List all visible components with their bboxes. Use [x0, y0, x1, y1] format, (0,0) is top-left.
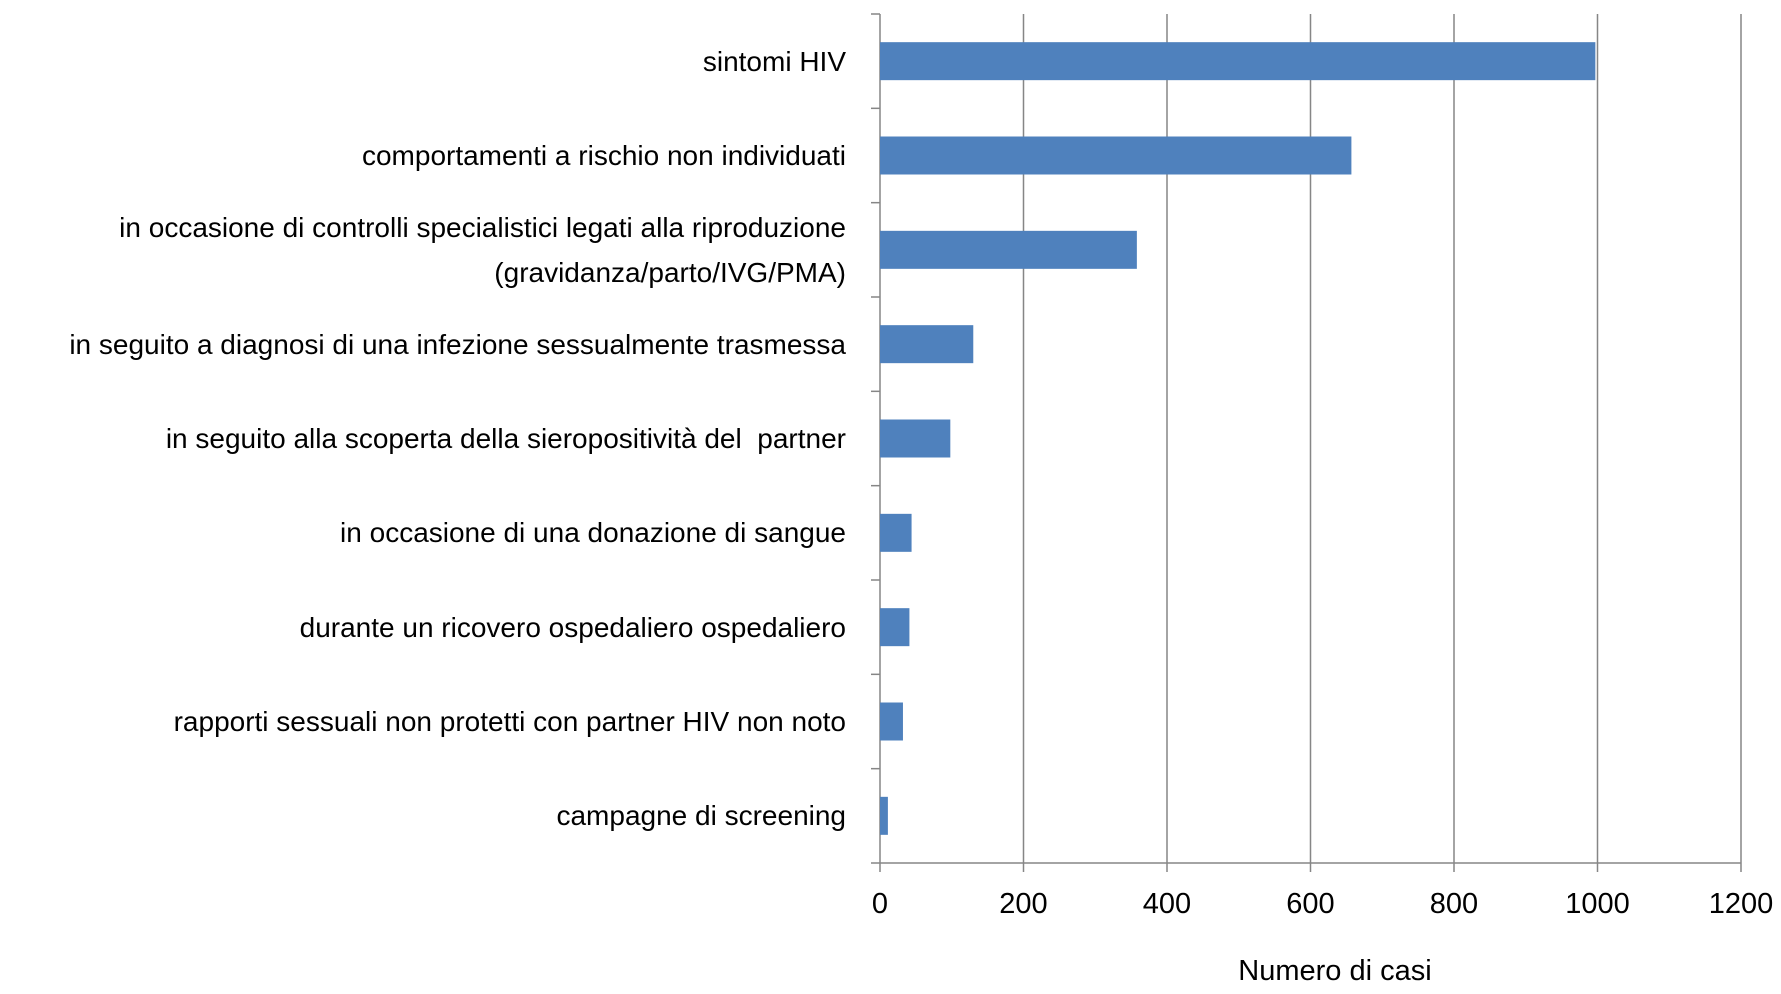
x-tick-label: 400: [1143, 888, 1191, 920]
bar: [880, 136, 1352, 175]
x-tick-label: 600: [1286, 888, 1334, 920]
x-tick-label: 0: [872, 888, 888, 920]
bar: [880, 513, 912, 552]
bar: [880, 702, 903, 741]
bar: [880, 608, 910, 647]
category-label: in seguito alla scoperta della sieroposi…: [165, 422, 846, 454]
bar: [880, 325, 974, 364]
x-tick-label: 1200: [1709, 888, 1774, 920]
category-label: in seguito a diagnosi di una infezione s…: [69, 328, 846, 360]
x-tick-label: 1000: [1565, 888, 1630, 920]
x-axis-title: Numero di casi: [1238, 955, 1431, 987]
category-label: comportamenti a rischio non individuati: [361, 139, 846, 171]
category-label: rapporti sessuali non protetti con partn…: [173, 705, 846, 737]
category-label: in occasione di una donazione di sangue: [340, 517, 846, 549]
bar: [880, 42, 1596, 81]
category-label: durante un ricovero ospedaliero ospedali…: [299, 611, 846, 643]
bar: [880, 796, 888, 835]
category-label: in occasione di controlli specialistici …: [119, 211, 862, 288]
x-tick-label: 200: [999, 888, 1047, 920]
x-tick-label: 800: [1430, 888, 1478, 920]
bar: [880, 230, 1137, 269]
bar: [880, 419, 951, 458]
category-label: sintomi HIV: [702, 45, 846, 77]
category-label: campagne di screening: [556, 800, 846, 832]
